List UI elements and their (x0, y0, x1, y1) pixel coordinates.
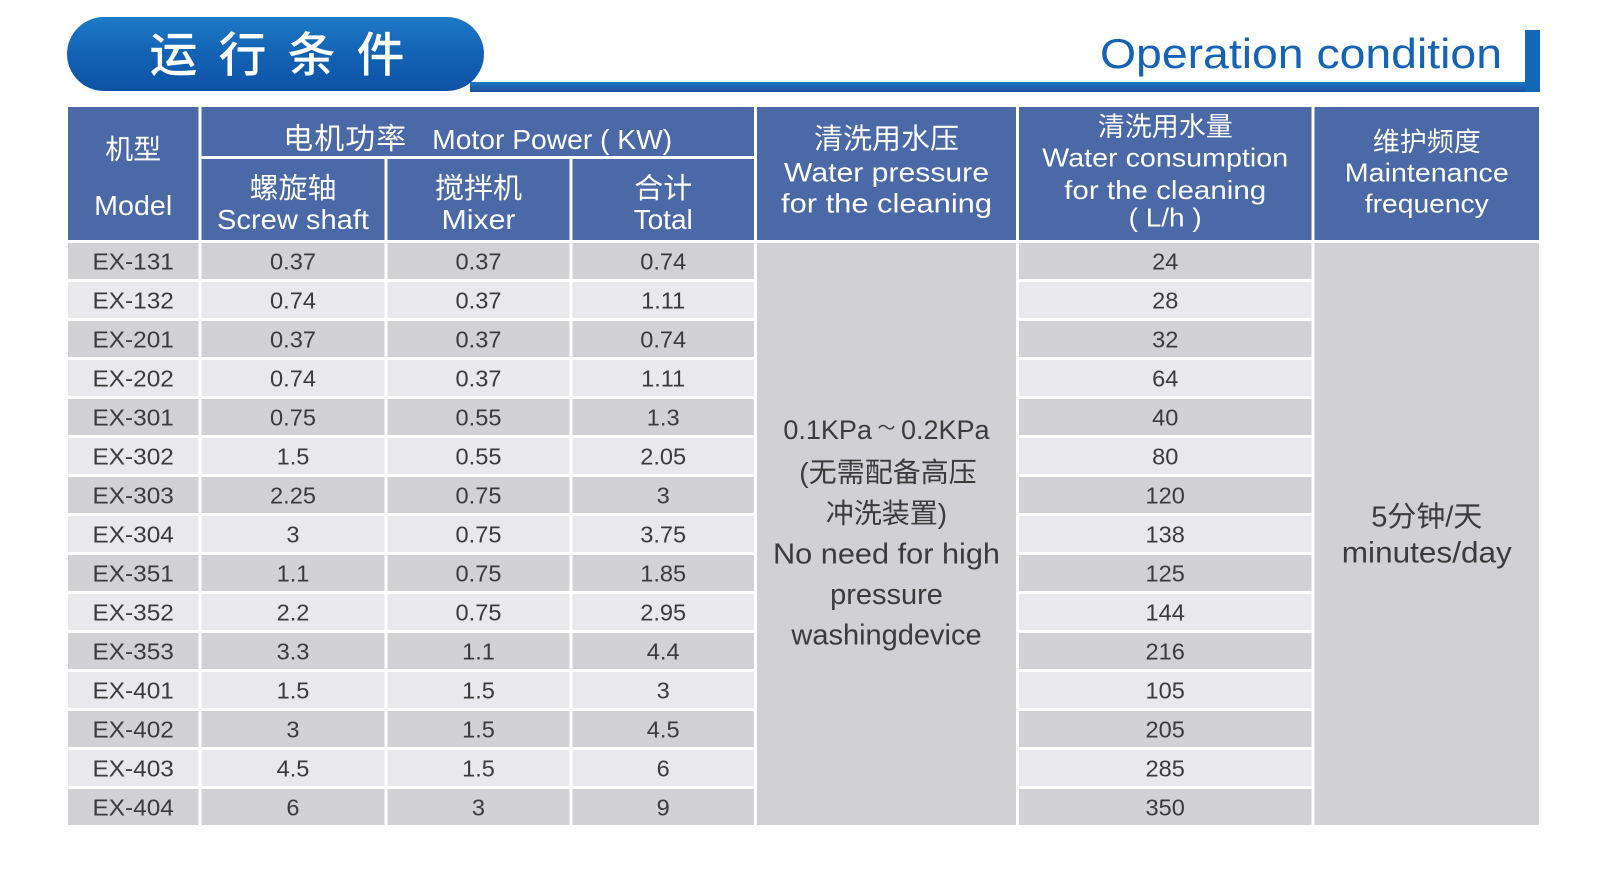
svg-text:0.37: 0.37 (270, 248, 316, 274)
svg-text:EX-401: EX-401 (93, 677, 174, 703)
svg-text:350: 350 (1146, 794, 1185, 820)
svg-text:0.37: 0.37 (456, 365, 502, 391)
svg-text:No need for high: No need for high (773, 539, 1000, 571)
svg-text:24: 24 (1152, 248, 1178, 274)
svg-text:EX-132: EX-132 (93, 287, 174, 313)
svg-text:0.2KPa: 0.2KPa (901, 415, 991, 445)
svg-text:0.1KPa: 0.1KPa (783, 415, 873, 445)
svg-text:3: 3 (472, 794, 485, 820)
svg-text:28: 28 (1152, 287, 1178, 313)
svg-text:EX-131: EX-131 (93, 248, 174, 274)
svg-text:1.1: 1.1 (462, 638, 495, 664)
svg-text:EX-404: EX-404 (93, 794, 175, 820)
svg-text:285: 285 (1146, 755, 1185, 781)
svg-text:Water consumption: Water consumption (1042, 142, 1288, 172)
svg-text:1.5: 1.5 (462, 716, 495, 742)
svg-text:0.74: 0.74 (640, 326, 686, 352)
svg-text:1.5: 1.5 (277, 677, 310, 703)
svg-text:EX-352: EX-352 (93, 599, 174, 625)
svg-text:6: 6 (657, 755, 670, 781)
svg-text:1.5: 1.5 (462, 677, 495, 703)
svg-text:for the cleaning: for the cleaning (781, 189, 992, 219)
svg-text:Maintenance: Maintenance (1345, 157, 1509, 187)
svg-text:EX-303: EX-303 (93, 482, 174, 508)
svg-text:120: 120 (1146, 482, 1185, 508)
svg-text:0.75: 0.75 (456, 482, 502, 508)
svg-text:1.1: 1.1 (277, 560, 310, 586)
svg-text:EX-301: EX-301 (93, 404, 174, 430)
svg-text:Motor Power ( KW): Motor Power ( KW) (432, 124, 672, 155)
svg-text:EX-403: EX-403 (93, 755, 174, 781)
svg-text:Total: Total (634, 204, 693, 235)
svg-text:0.74: 0.74 (640, 248, 686, 274)
svg-text:4.4: 4.4 (647, 638, 680, 664)
svg-text:EX-201: EX-201 (93, 326, 174, 352)
svg-text:washingdevice: washingdevice (790, 620, 981, 652)
svg-text:for the cleaning: for the cleaning (1064, 175, 1266, 205)
svg-text:144: 144 (1146, 599, 1186, 625)
svg-text:3: 3 (286, 521, 299, 547)
svg-text:205: 205 (1146, 716, 1185, 742)
svg-text:3.3: 3.3 (277, 638, 310, 664)
svg-text:138: 138 (1146, 521, 1185, 547)
svg-text:125: 125 (1146, 560, 1185, 586)
svg-text:2.2: 2.2 (277, 599, 310, 625)
svg-text:1.5: 1.5 (277, 443, 310, 469)
svg-text:3: 3 (286, 716, 299, 742)
svg-text:Screw shaft: Screw shaft (217, 204, 369, 235)
svg-text:3: 3 (657, 677, 670, 703)
svg-text:0.75: 0.75 (456, 599, 502, 625)
svg-text:EX-351: EX-351 (93, 560, 174, 586)
svg-text:minutes/day: minutes/day (1342, 536, 1512, 569)
svg-text:(: ( (799, 457, 809, 488)
svg-text:6: 6 (286, 794, 299, 820)
svg-text:0.74: 0.74 (270, 287, 316, 313)
svg-text:EX-402: EX-402 (93, 716, 174, 742)
svg-text:): ) (938, 498, 947, 529)
svg-text:( L/h ): ( L/h ) (1129, 203, 1202, 233)
svg-text:5: 5 (1371, 502, 1387, 534)
svg-text:0.37: 0.37 (456, 248, 502, 274)
svg-text:0.37: 0.37 (456, 326, 502, 352)
svg-text:3.75: 3.75 (640, 521, 686, 547)
svg-text:32: 32 (1152, 326, 1178, 352)
svg-text:frequency: frequency (1365, 189, 1489, 219)
svg-text:0.37: 0.37 (456, 287, 502, 313)
svg-text:1.11: 1.11 (641, 365, 685, 391)
svg-text:9: 9 (657, 794, 670, 820)
svg-text:/: / (1445, 502, 1454, 534)
svg-text:EX-302: EX-302 (93, 443, 174, 469)
svg-text:1.5: 1.5 (462, 755, 495, 781)
svg-text:64: 64 (1152, 365, 1178, 391)
svg-text:80: 80 (1152, 443, 1178, 469)
svg-text:EX-353: EX-353 (93, 638, 174, 664)
svg-text:0.75: 0.75 (270, 404, 316, 430)
svg-text:0.55: 0.55 (456, 404, 502, 430)
svg-text:Operation condition: Operation condition (1100, 30, 1502, 77)
svg-text:1.85: 1.85 (640, 560, 686, 586)
svg-text:0.75: 0.75 (456, 560, 502, 586)
svg-text:pressure: pressure (830, 579, 943, 611)
svg-text:2.25: 2.25 (270, 482, 316, 508)
svg-text:0.37: 0.37 (270, 326, 316, 352)
svg-text:105: 105 (1146, 677, 1185, 703)
svg-text:EX-304: EX-304 (93, 521, 175, 547)
svg-text:2.05: 2.05 (640, 443, 686, 469)
svg-text:2.95: 2.95 (640, 599, 686, 625)
svg-text:0.75: 0.75 (456, 521, 502, 547)
svg-text:1.11: 1.11 (641, 287, 685, 313)
svg-text:Mixer: Mixer (442, 204, 516, 235)
svg-text:1.3: 1.3 (647, 404, 680, 430)
svg-text:4.5: 4.5 (647, 716, 680, 742)
svg-text:Model: Model (94, 190, 172, 221)
svg-text:3: 3 (657, 482, 670, 508)
svg-text:EX-202: EX-202 (93, 365, 174, 391)
svg-text:0.55: 0.55 (456, 443, 502, 469)
svg-text:0.74: 0.74 (270, 365, 316, 391)
svg-text:40: 40 (1152, 404, 1178, 430)
svg-text:216: 216 (1146, 638, 1185, 664)
svg-text:4.5: 4.5 (277, 755, 310, 781)
svg-text:Water pressure: Water pressure (784, 158, 989, 188)
